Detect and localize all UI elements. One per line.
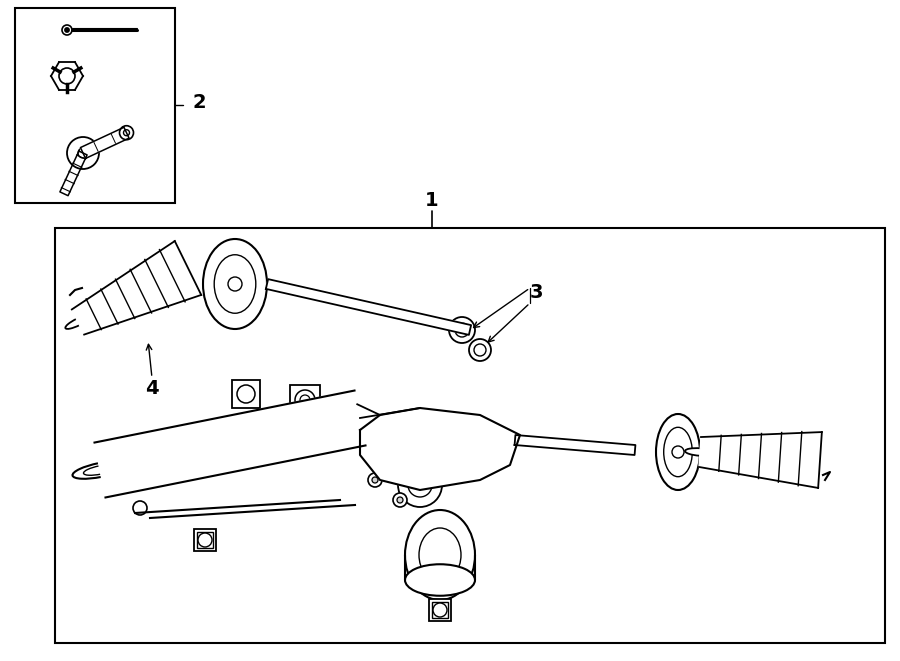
Ellipse shape bbox=[663, 427, 692, 477]
Circle shape bbox=[397, 497, 403, 503]
Circle shape bbox=[237, 385, 255, 403]
Circle shape bbox=[67, 137, 99, 169]
Circle shape bbox=[398, 463, 442, 507]
Circle shape bbox=[300, 395, 310, 405]
Circle shape bbox=[198, 533, 212, 547]
Polygon shape bbox=[699, 432, 822, 488]
Circle shape bbox=[78, 148, 88, 158]
Circle shape bbox=[228, 277, 242, 291]
Ellipse shape bbox=[73, 461, 128, 479]
Polygon shape bbox=[60, 151, 87, 196]
Ellipse shape bbox=[685, 448, 715, 456]
Circle shape bbox=[433, 603, 447, 617]
Text: 2: 2 bbox=[192, 93, 205, 112]
Circle shape bbox=[120, 126, 133, 139]
Bar bbox=[232, 380, 260, 408]
Circle shape bbox=[450, 320, 470, 340]
Ellipse shape bbox=[405, 564, 475, 596]
Ellipse shape bbox=[203, 239, 267, 329]
Bar bbox=[55, 228, 885, 643]
Polygon shape bbox=[94, 391, 365, 498]
Bar bbox=[194, 529, 216, 551]
Bar bbox=[197, 532, 213, 548]
Circle shape bbox=[133, 501, 147, 515]
Bar bbox=[290, 385, 320, 415]
Circle shape bbox=[455, 323, 469, 337]
Circle shape bbox=[408, 473, 432, 497]
Ellipse shape bbox=[419, 528, 461, 582]
Text: 3: 3 bbox=[530, 284, 544, 303]
Circle shape bbox=[62, 25, 72, 35]
Circle shape bbox=[474, 344, 486, 356]
Text: 1: 1 bbox=[425, 191, 439, 210]
Circle shape bbox=[295, 390, 315, 410]
Bar bbox=[429, 599, 451, 621]
Circle shape bbox=[158, 441, 172, 455]
Circle shape bbox=[372, 477, 378, 483]
Text: 4: 4 bbox=[145, 379, 158, 397]
Polygon shape bbox=[360, 408, 520, 490]
Circle shape bbox=[449, 317, 475, 343]
Circle shape bbox=[59, 68, 75, 84]
Bar bbox=[154, 437, 176, 459]
Circle shape bbox=[368, 473, 382, 487]
Circle shape bbox=[469, 339, 491, 361]
Circle shape bbox=[65, 28, 69, 32]
Circle shape bbox=[393, 493, 407, 507]
Polygon shape bbox=[72, 241, 202, 334]
Ellipse shape bbox=[656, 414, 700, 490]
Ellipse shape bbox=[66, 315, 91, 329]
Ellipse shape bbox=[214, 254, 256, 313]
Circle shape bbox=[123, 130, 130, 136]
Polygon shape bbox=[80, 128, 129, 159]
Ellipse shape bbox=[405, 510, 475, 600]
Ellipse shape bbox=[84, 465, 116, 475]
Polygon shape bbox=[266, 279, 471, 335]
Bar bbox=[15, 8, 175, 203]
Polygon shape bbox=[515, 435, 635, 455]
Bar bbox=[432, 602, 448, 618]
Circle shape bbox=[672, 446, 684, 458]
Bar bbox=[157, 440, 173, 456]
